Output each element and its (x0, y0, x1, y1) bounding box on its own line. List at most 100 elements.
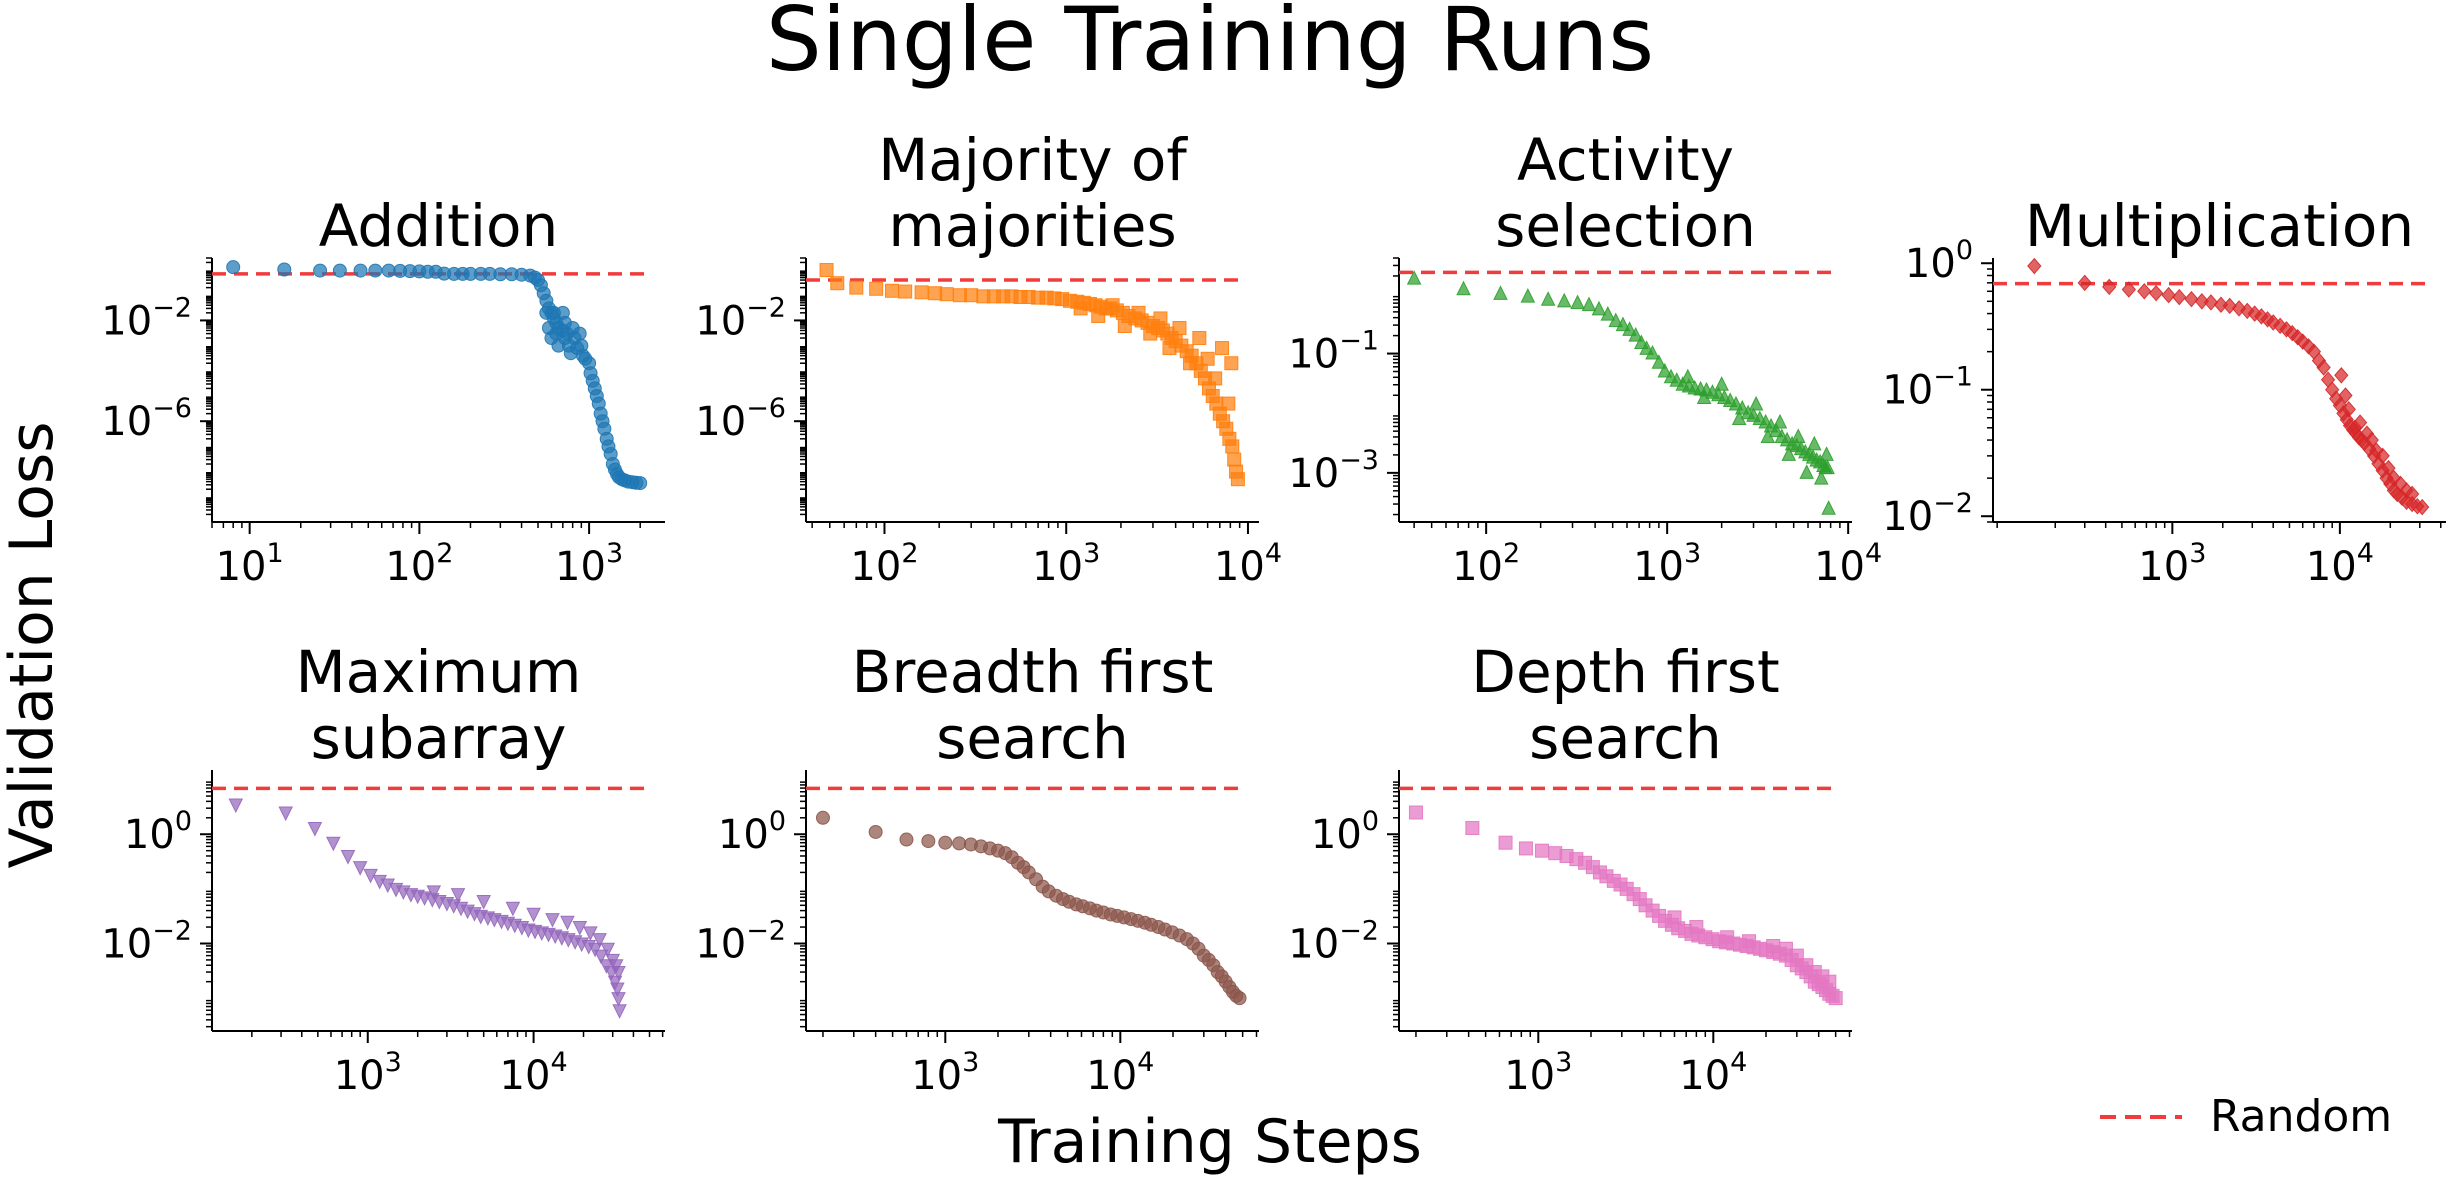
data-point (1183, 356, 1198, 371)
subplot-title: majorities (888, 192, 1176, 260)
data-point (1696, 389, 1712, 404)
data-point (2203, 294, 2219, 311)
subplot-title: subarray (311, 704, 567, 772)
data-point (849, 280, 864, 295)
data-point (277, 262, 292, 277)
data-point (633, 476, 648, 491)
data-point (1225, 439, 1240, 454)
y-tick-label: 10−2 (695, 292, 786, 344)
data-point (1227, 452, 1242, 467)
data-point (1608, 312, 1624, 328)
data-point (593, 949, 609, 965)
data-point (1131, 305, 1146, 320)
data-point (2316, 359, 2331, 376)
data-point (2222, 297, 2237, 315)
data-point (1689, 920, 1704, 935)
data-point (1498, 835, 1513, 850)
data-point (313, 263, 328, 278)
data-point (1215, 341, 1230, 356)
data-point (1581, 296, 1597, 312)
data-point (1408, 805, 1423, 820)
data-point (1748, 395, 1764, 411)
subplot-title: selection (1495, 192, 1756, 260)
data-point (1091, 308, 1106, 323)
data-point (1406, 270, 1422, 285)
data-point (352, 861, 368, 876)
x-tick-label: 103 (1032, 538, 1100, 590)
data-point (1760, 428, 1776, 443)
data-point (1105, 298, 1120, 313)
y-tick-label: 10−3 (1288, 445, 1379, 497)
data-point (898, 284, 913, 299)
data-point (1615, 316, 1631, 332)
x-tick-label: 104 (1086, 1047, 1154, 1099)
data-point (1680, 368, 1696, 384)
data-point (332, 263, 347, 278)
data-point (1651, 354, 1667, 369)
data-point (938, 835, 953, 850)
data-point (476, 894, 491, 910)
x-axis-label: Training Steps (997, 1107, 1422, 1177)
data-point (326, 836, 341, 852)
subplot-title: Depth first (1471, 638, 1779, 706)
data-point (600, 942, 616, 958)
data-point (1518, 841, 1533, 856)
data-point (2364, 431, 2379, 449)
x-tick-label: 103 (1633, 538, 1701, 590)
x-tick-label: 103 (1504, 1047, 1572, 1099)
data-point (869, 281, 884, 296)
data-point (1657, 362, 1673, 378)
data-point (928, 286, 943, 301)
y-tick-label: 10−2 (1288, 915, 1379, 967)
data-point (1790, 428, 1806, 443)
y-tick-label: 100 (124, 806, 192, 858)
data-point (2172, 288, 2187, 306)
data-point (1570, 294, 1585, 310)
x-tick-label: 103 (555, 538, 623, 590)
data-point (964, 288, 979, 303)
y-tick-label: 100 (718, 806, 786, 858)
data-point (1781, 446, 1797, 461)
data-point (1456, 280, 1471, 296)
data-point (1731, 410, 1747, 425)
data-point (1806, 435, 1822, 451)
data-point (572, 326, 587, 341)
data-point (1556, 292, 1572, 308)
data-point (1645, 344, 1660, 360)
data-point (1493, 285, 1508, 300)
data-point (226, 260, 241, 275)
data-point (1465, 821, 1480, 836)
data-point (1628, 326, 1643, 342)
data-point (1208, 371, 1223, 386)
data-point (1622, 321, 1637, 336)
data-point (1714, 376, 1729, 391)
data-point (2027, 257, 2042, 275)
data-point (2137, 283, 2152, 300)
figure-title: Single Training Runs (766, 0, 1654, 91)
data-point (815, 810, 830, 825)
data-point (1720, 930, 1735, 945)
x-tick-label: 103 (2138, 538, 2206, 590)
data-point (1172, 321, 1187, 336)
data-point (612, 1004, 627, 1019)
data-point (2338, 387, 2353, 404)
y-tick-label: 10−2 (101, 292, 192, 344)
data-point (2381, 459, 2396, 477)
data-point (278, 806, 294, 822)
data-point (914, 285, 929, 300)
data-point (1540, 291, 1556, 306)
data-point (830, 276, 845, 291)
data-point (572, 921, 588, 936)
data-point (1221, 396, 1236, 411)
data-point (450, 888, 466, 903)
data-point (1821, 500, 1836, 515)
data-point (1162, 341, 1177, 356)
data-point (939, 287, 954, 302)
x-tick-label: 103 (911, 1047, 979, 1099)
data-point (952, 836, 967, 851)
